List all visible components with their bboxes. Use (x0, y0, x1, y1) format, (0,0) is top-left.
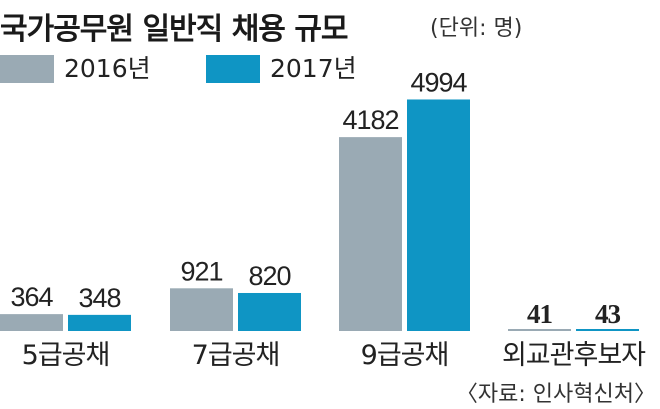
bar-2016-2 (339, 137, 402, 331)
legend-label-2016: 2016년 (64, 54, 151, 83)
source-note: 〈자료: 인사혁신처〉 (455, 382, 656, 407)
legend: 2016년 2017년 (0, 52, 420, 86)
bar-2016-0 (0, 314, 63, 331)
bar-2017-2 (407, 99, 470, 332)
category-label-2: 9급공채 (361, 340, 449, 371)
category-label-1: 7급공채 (192, 340, 280, 371)
value-label-2017-2: 4994 (410, 67, 467, 97)
value-label-2017-1: 820 (248, 261, 290, 291)
value-label-2016-3: 41 (527, 299, 553, 329)
chart-title: 국가공무원 일반직 채용 규모 (0, 12, 349, 47)
bar-2017-0 (68, 314, 131, 331)
value-label-2016-1: 921 (180, 256, 222, 286)
bar-2016-3 (508, 329, 571, 331)
legend-label-2017: 2017년 (270, 54, 357, 83)
value-label-2016-2: 4182 (342, 105, 398, 135)
value-label-2017-0: 348 (78, 283, 120, 313)
value-label-2017-3: 43 (595, 299, 621, 329)
category-label-3: 외교관후보자 (502, 340, 646, 371)
bar-2017-3 (576, 329, 639, 331)
unit-label: (단위: 명) (430, 16, 523, 41)
category-label-0: 5급공채 (22, 340, 110, 371)
value-label-2016-0: 364 (10, 282, 53, 312)
legend-swatch-2017 (206, 55, 260, 83)
bar-2016-1 (170, 288, 233, 331)
legend-swatch-2016 (0, 55, 54, 83)
bar-2017-1 (238, 292, 301, 331)
